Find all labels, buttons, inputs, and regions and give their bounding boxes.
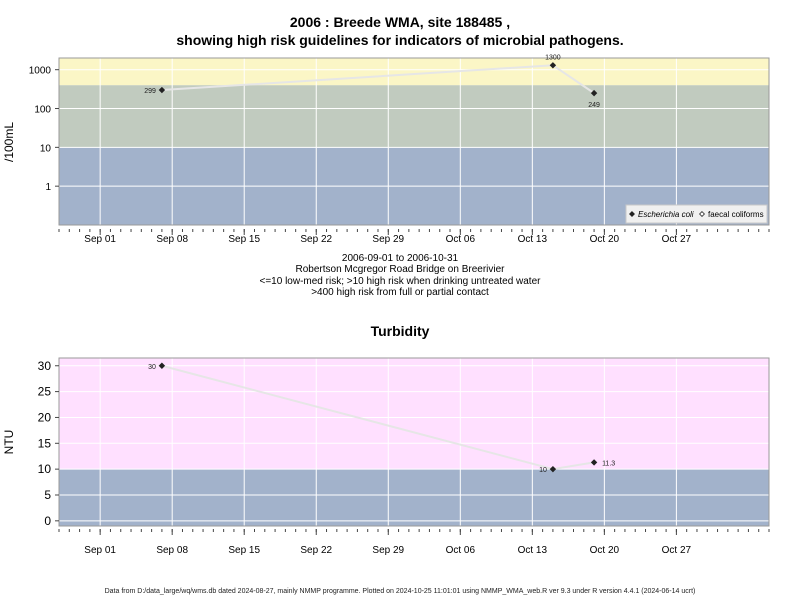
ecoli-data-label-1: 1300 xyxy=(545,54,561,61)
turbidity-xtick-label-3: Sep 22 xyxy=(300,545,332,556)
turbidity-ytick-label-5: 25 xyxy=(38,385,52,399)
ecoli-band-2 xyxy=(59,58,769,86)
legend-label-1: faecal coliforms xyxy=(708,210,764,219)
ecoli-ytick-label-3: 1000 xyxy=(29,66,52,77)
legend-symbol-0 xyxy=(629,211,635,217)
chart-title-line2: showing high risk guidelines for indicat… xyxy=(176,32,624,48)
ecoli-data-point-0 xyxy=(158,86,166,94)
ecoli-xtick-label-3: Sep 22 xyxy=(300,234,332,245)
turbidity-xtick-label-1: Sep 08 xyxy=(156,545,188,556)
legend-box xyxy=(625,204,768,224)
turbidity-data-point-1 xyxy=(549,465,557,473)
ecoli-xtick-label-1: Sep 08 xyxy=(156,234,188,245)
ecoli-ytick-label-2: 100 xyxy=(34,105,51,116)
ecoli-data-point-2 xyxy=(590,89,598,97)
ecoli-xtick-label-7: Oct 20 xyxy=(590,234,620,245)
caption-site-name: Robertson Mcgregor Road Bridge on Breeri… xyxy=(295,264,505,275)
turbidity-ytick-label-3: 15 xyxy=(38,436,52,450)
turbidity-ytick-label-4: 20 xyxy=(38,410,52,424)
turbidity-plot-frame xyxy=(58,357,770,527)
turbidity-data-label-2: 11.3 xyxy=(602,460,615,467)
turbidity-band-1 xyxy=(59,358,769,470)
turbidity-ylabel: NTU xyxy=(2,430,16,455)
turbidity-ytick-label-0: 0 xyxy=(44,514,51,528)
turbidity-ytick-label-6: 30 xyxy=(38,359,52,373)
turbidity-xtick-label-5: Oct 06 xyxy=(446,545,476,556)
caption-risk-contact: >400 high risk from full or partial cont… xyxy=(311,287,489,298)
chart-title-line1: 2006 : Breede WMA, site 188485 , xyxy=(289,14,511,30)
turbidity-data-point-0 xyxy=(158,362,166,369)
ecoli-band-1 xyxy=(59,85,769,148)
ecoli-data-label-0: 299 xyxy=(144,88,156,95)
turbidity-band-0 xyxy=(59,469,769,526)
turbidity-ytick-label-2: 10 xyxy=(38,462,52,476)
turbidity-ytick-label-1: 5 xyxy=(44,488,51,502)
turbidity-xtick-label-2: Sep 15 xyxy=(228,545,260,556)
turbidity-xtick-label-6: Oct 13 xyxy=(518,545,548,556)
turbidity-xtick-label-0: Sep 01 xyxy=(84,545,116,556)
turbidity-data-point-2 xyxy=(590,459,598,466)
turbidity-title: Turbidity xyxy=(370,323,430,339)
ecoli-ytick-label-1: 10 xyxy=(40,143,52,154)
ecoli-xtick-label-8: Oct 27 xyxy=(662,234,692,245)
turbidity-xtick-label-4: Sep 29 xyxy=(372,545,404,556)
turbidity-data-label-1: 10 xyxy=(539,467,547,474)
ecoli-data-label-2: 249 xyxy=(588,102,600,109)
footer-note: Data from D:/data_large/wq/wms.db dated … xyxy=(104,588,696,595)
ecoli-ytick-label-0: 1 xyxy=(45,182,51,193)
legend-symbol-1 xyxy=(699,211,705,217)
turbidity-data-label-0: 30 xyxy=(148,364,156,371)
turbidity-xtick-label-7: Oct 20 xyxy=(590,545,620,556)
ecoli-xtick-label-0: Sep 01 xyxy=(84,234,116,245)
ecoli-xtick-label-5: Oct 06 xyxy=(446,234,476,245)
ecoli-data-point-1 xyxy=(549,62,557,69)
turbidity-xtick-label-8: Oct 27 xyxy=(662,545,692,556)
caption-date-range: 2006-09-01 to 2006-10-31 xyxy=(341,253,459,264)
ecoli-xtick-label-2: Sep 15 xyxy=(228,234,260,245)
ecoli-ylabel: /100mL xyxy=(2,122,16,162)
ecoli-plot-frame xyxy=(58,57,770,226)
caption-risk-drinking: <=10 low-med risk; >10 high risk when dr… xyxy=(259,276,541,287)
ecoli-xtick-label-4: Sep 29 xyxy=(372,234,404,245)
legend-label-0: Escherichia coli xyxy=(638,210,694,219)
ecoli-xtick-label-6: Oct 13 xyxy=(518,234,548,245)
